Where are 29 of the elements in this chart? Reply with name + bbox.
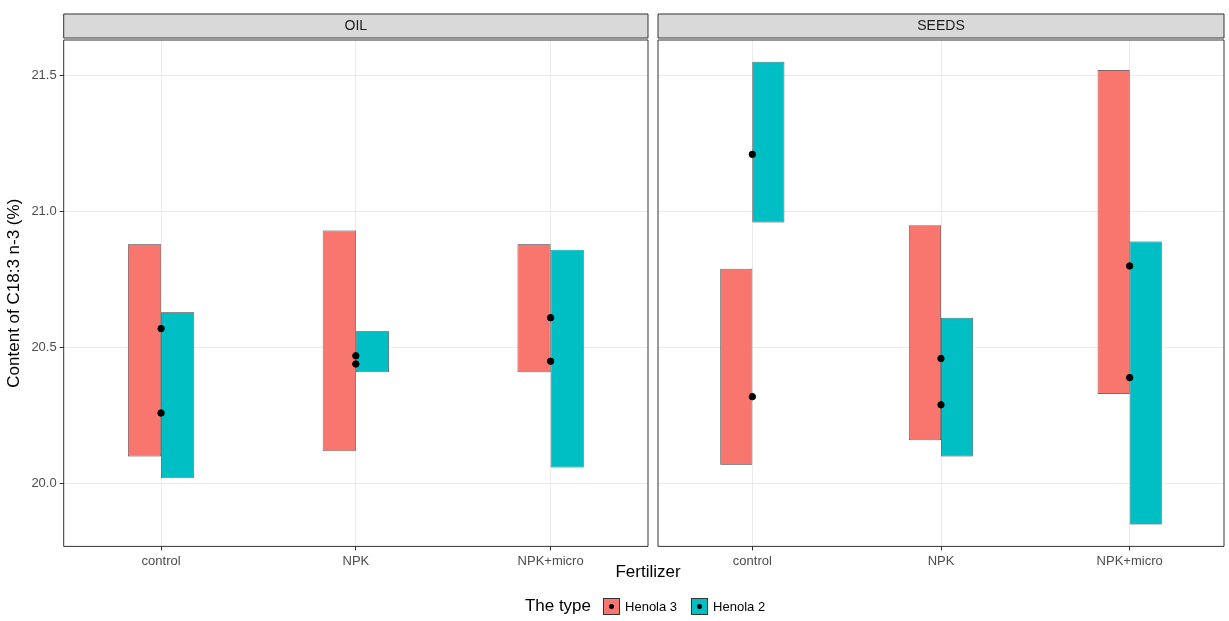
legend-title: The type: [524, 596, 592, 616]
point: [1125, 373, 1134, 382]
y-axis-title: Content of C18:3 n-3 (%): [3, 198, 23, 388]
y-tick-label: 21.0: [31, 203, 57, 219]
x-tick-label: control: [732, 552, 772, 568]
point: [748, 150, 757, 159]
chart-title: OIL: [344, 16, 368, 33]
x-tick-label: NPK+micro: [517, 552, 584, 568]
chart-title: SEEDS: [917, 16, 965, 33]
point: [1125, 262, 1134, 270]
point: [546, 357, 555, 365]
x-tick-label: control: [141, 552, 181, 568]
x-tick-label: NPK+micro: [1096, 552, 1163, 568]
x-axis-title: Fertilizer: [615, 562, 681, 581]
point: [937, 401, 945, 409]
y-tick-label: 20.5: [31, 339, 57, 355]
point: [352, 360, 360, 368]
x-tick-label: NPK: [342, 552, 370, 568]
y-tick-label: 21.5: [31, 66, 57, 82]
point: [352, 352, 360, 360]
point: [157, 324, 165, 333]
y-tick-label: 20.0: [31, 475, 57, 491]
x-tick-label: NPK: [927, 552, 955, 568]
point: [157, 409, 165, 417]
point: [748, 392, 757, 401]
legend-label: Henola 2: [713, 598, 766, 614]
point: [546, 314, 555, 322]
point: [937, 354, 945, 363]
legend-label: Henola 3: [625, 598, 678, 614]
